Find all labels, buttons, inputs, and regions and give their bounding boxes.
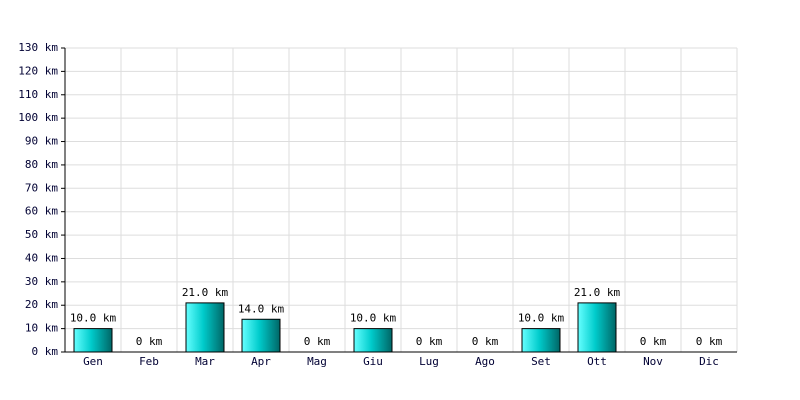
- y-tick-label: 0 km: [32, 345, 59, 358]
- bar: [185, 302, 225, 353]
- x-tick-label: Mag: [307, 355, 327, 368]
- value-label: 0 km: [696, 335, 723, 348]
- y-tick-label: 80 km: [25, 158, 58, 171]
- value-label: 21.0 km: [574, 286, 621, 299]
- x-tick-label: Feb: [139, 355, 159, 368]
- y-tick-label: 70 km: [25, 181, 58, 194]
- y-tick-label: 60 km: [25, 205, 58, 218]
- bar: [241, 318, 281, 353]
- x-tick-label: Apr: [251, 355, 271, 368]
- y-tick-label: 100 km: [18, 111, 58, 124]
- y-tick-label: 120 km: [18, 64, 58, 77]
- value-label: 0 km: [472, 335, 499, 348]
- bar: [73, 328, 113, 353]
- x-tick-label: Giu: [363, 355, 383, 368]
- bar: [353, 328, 393, 353]
- value-label: 21.0 km: [182, 286, 229, 299]
- x-tick-label: Nov: [643, 355, 663, 368]
- value-label: 0 km: [416, 335, 443, 348]
- x-tick-label: Lug: [419, 355, 439, 368]
- value-label: 0 km: [640, 335, 667, 348]
- y-tick-label: 130 km: [18, 41, 58, 54]
- bar: [521, 328, 561, 353]
- value-label: 10.0 km: [350, 312, 397, 325]
- value-label: 0 km: [304, 335, 331, 348]
- value-label: 14.0 km: [238, 302, 285, 315]
- y-tick-label: 20 km: [25, 298, 58, 311]
- x-tick-label: Dic: [699, 355, 719, 368]
- bar: [577, 302, 617, 353]
- y-tick-label: 30 km: [25, 275, 58, 288]
- x-tick-label: Set: [531, 355, 551, 368]
- x-tick-label: Ott: [587, 355, 607, 368]
- y-tick-label: 10 km: [25, 322, 58, 335]
- value-label: 10.0 km: [518, 312, 565, 325]
- x-tick-label: Mar: [195, 355, 215, 368]
- value-label: 0 km: [136, 335, 163, 348]
- x-tick-label: Ago: [475, 355, 495, 368]
- y-tick-label: 50 km: [25, 228, 58, 241]
- value-label: 10.0 km: [70, 312, 117, 325]
- y-tick-label: 90 km: [25, 135, 58, 148]
- y-tick-label: 40 km: [25, 251, 58, 264]
- y-tick-label: 110 km: [18, 88, 58, 101]
- x-tick-label: Gen: [83, 355, 103, 368]
